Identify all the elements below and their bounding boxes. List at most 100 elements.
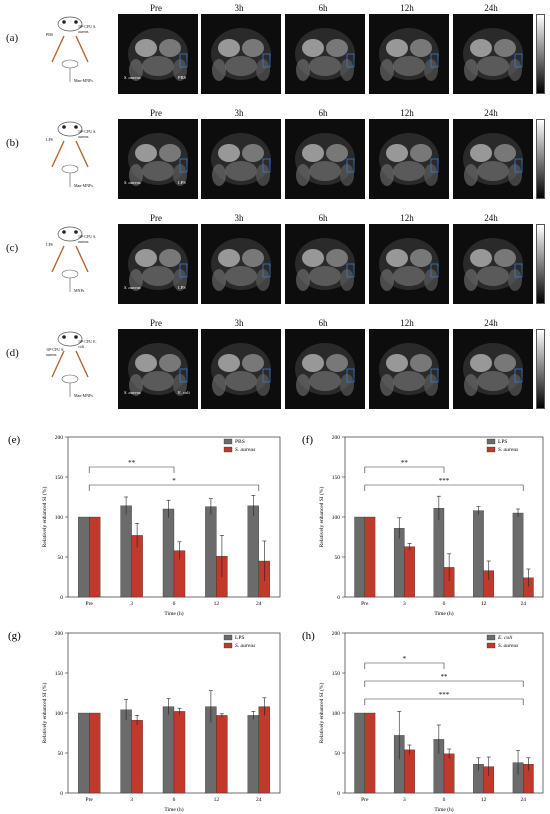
bar-control (433, 508, 445, 598)
panel-letter: (f) (302, 434, 313, 446)
mri-scan-image (201, 224, 281, 304)
bar-control (162, 706, 175, 794)
color-scale-bar (536, 329, 545, 409)
mri-scan-image (201, 119, 281, 199)
y-tick-label: 100 (332, 515, 341, 521)
legend-swatch (486, 446, 496, 453)
schematic-right-label: 10⁸ CFU S. aureus (78, 234, 97, 244)
y-tick-label: 150 (55, 671, 64, 677)
x-axis-label: Time (h) (164, 610, 183, 617)
mri-scan-image (118, 14, 198, 94)
y-tick-label: 150 (332, 671, 341, 677)
legend-label: S. aureus (498, 643, 518, 649)
legend-label: S. aureus (498, 447, 518, 453)
legend-label: LPS (235, 635, 244, 641)
mri-scan-image (453, 14, 533, 94)
panel-letter: (d) (6, 347, 19, 359)
arrow-label-right: E. coli (178, 390, 190, 395)
time-label: 6h (318, 213, 328, 223)
y-tick-label: 0 (60, 595, 63, 601)
legend-swatch (486, 634, 496, 641)
bar-treatment (89, 712, 101, 794)
arrow-label-right: LPS (178, 285, 186, 290)
arrow-label-left: S. aureus (124, 75, 141, 80)
time-label: 24h (484, 213, 498, 223)
x-tick-label: Pre (361, 797, 369, 803)
mri-scan-image (453, 224, 533, 304)
mri-scan-image (453, 329, 533, 409)
x-tick-label: 24 (256, 797, 262, 803)
time-label: 12h (400, 213, 414, 223)
y-tick-label: 0 (60, 791, 63, 797)
time-label: 12h (400, 108, 414, 118)
color-scale-bar (536, 14, 545, 94)
bar-treatment (364, 712, 376, 794)
mouse-schematic (51, 331, 89, 397)
bar-treatment (404, 749, 415, 794)
x-tick-label: 12 (481, 601, 487, 607)
mri-scan-image (118, 119, 198, 199)
legend-label: S. aureus (235, 447, 255, 453)
x-tick-label: 6 (173, 797, 176, 803)
bar-treatment (131, 720, 143, 794)
legend-label: LPS (498, 439, 507, 445)
arrow-label-left: S. aureus (124, 180, 141, 185)
time-label: Pre (150, 318, 162, 328)
schematic-left-label: LPS (46, 242, 53, 247)
significance-marker: *** (439, 477, 450, 485)
x-tick-label: 12 (481, 797, 487, 803)
panel-letter: (c) (6, 242, 19, 254)
x-tick-label: 3 (403, 797, 406, 803)
significance-bracket (364, 466, 445, 473)
significance-bracket (364, 680, 524, 687)
time-label: 24h (484, 318, 498, 328)
time-label: 3h (234, 213, 244, 223)
significance-bracket (364, 484, 524, 491)
mri-scan-image (369, 14, 449, 94)
bar-control (247, 505, 259, 598)
y-tick-label: 50 (58, 555, 64, 561)
x-tick-label: Pre (361, 601, 369, 607)
time-label: 3h (234, 318, 244, 328)
legend-swatch (486, 642, 496, 649)
y-axis-label: Relatively enhanced SI (%) (41, 683, 48, 744)
bar-control (512, 512, 524, 598)
y-axis-label: Relatively enhanced SI (%) (318, 683, 325, 744)
time-label: 3h (234, 108, 244, 118)
x-axis-label: Time (h) (164, 806, 183, 813)
y-tick-label: 0 (337, 595, 340, 601)
mouse-schematic (51, 16, 89, 82)
x-axis-label: Time (h) (434, 610, 453, 617)
legend-swatch (223, 634, 233, 641)
legend-swatch (486, 438, 496, 445)
y-axis-label: Relatively enhanced SI (%) (318, 487, 325, 548)
bar-treatment (443, 753, 455, 794)
chart-panel: (f) 0 50 100 150 200 Relatively enhanced SI (%… (302, 434, 544, 617)
arrow-label-right: PBS (178, 75, 187, 80)
y-tick-label: 100 (55, 711, 64, 717)
mri-scan-image (285, 329, 365, 409)
bar-control (120, 505, 132, 598)
panel-letter: (e) (8, 434, 21, 446)
y-tick-label: 200 (55, 435, 64, 441)
significance-bracket (88, 466, 175, 473)
x-tick-label: 24 (520, 797, 526, 803)
significance-bracket (364, 662, 445, 669)
schematic-left-label: 10⁸ CFU S. aureus (46, 347, 65, 357)
arrow-label-left: S. aureus (124, 285, 141, 290)
significance-bracket (88, 484, 260, 491)
bar-control (247, 715, 259, 794)
significance-marker: * (403, 655, 407, 663)
color-scale-bar (536, 119, 545, 199)
x-tick-label: 24 (256, 601, 262, 607)
bar-treatment (258, 706, 270, 794)
mri-scan-image (285, 14, 365, 94)
mri-scan-image (285, 119, 365, 199)
schematic-bottom-label: Man-MNPs (74, 78, 93, 83)
x-tick-label: 12 (214, 601, 220, 607)
time-label: 24h (484, 3, 498, 13)
schematic-bottom-label: Man-MNPs (74, 393, 93, 398)
bar-control (78, 712, 90, 794)
schematic-right-label: 10⁸ CFU S. aureus (78, 24, 97, 34)
significance-marker: * (172, 477, 176, 485)
